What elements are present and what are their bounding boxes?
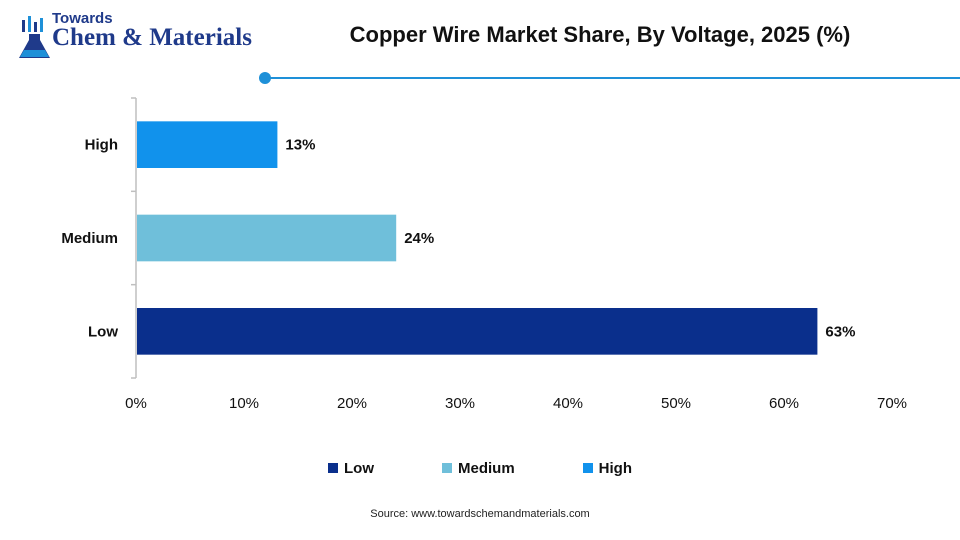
legend-item: Medium — [442, 456, 515, 480]
legend-swatch — [582, 463, 593, 473]
legend-swatch — [328, 463, 338, 473]
chart-legend: Low Medium High — [0, 456, 960, 480]
chart-title: Copper Wire Market Share, By Voltage, 20… — [349, 22, 851, 47]
logo-top-text: Towards — [52, 10, 113, 27]
bar-low — [137, 308, 818, 355]
brand-logo: Towards Chem & Materials — [14, 6, 264, 66]
bar-high — [137, 121, 278, 168]
x-tick-label: 50% — [661, 395, 691, 412]
bar-medium — [137, 214, 397, 262]
x-tick-label: 60% — [769, 395, 799, 412]
x-tick-label: 20% — [337, 395, 367, 412]
legend-item: High — [582, 456, 632, 480]
x-tick-label: 0% — [125, 395, 147, 412]
flask-icon — [19, 16, 50, 58]
source-note: Source: www.towardschemandmaterials.com — [370, 508, 590, 520]
x-tick-label: 10% — [229, 395, 259, 412]
x-tick-label: 40% — [553, 395, 583, 412]
legend-swatch — [442, 463, 452, 473]
x-tick-label: 70% — [877, 395, 907, 412]
legend-item: Low — [328, 456, 374, 480]
data-label: 13% — [285, 137, 315, 154]
category-label: High — [85, 137, 118, 154]
title-divider — [259, 72, 960, 84]
data-label: 63% — [825, 323, 855, 340]
data-label: 24% — [404, 230, 434, 247]
logo-main-text: Chem & Materials — [52, 24, 252, 51]
legend-label: Low — [344, 459, 374, 477]
x-tick-label: 30% — [445, 395, 475, 412]
legend-label: High — [598, 459, 632, 477]
bar-chart: High 13% Medium 24% Low 63% 0% 10% 20% 30% 40% 50% 6… — [61, 97, 907, 412]
category-label: Low — [88, 323, 118, 340]
category-label: Medium — [61, 230, 118, 247]
legend-label: Medium — [458, 459, 515, 477]
